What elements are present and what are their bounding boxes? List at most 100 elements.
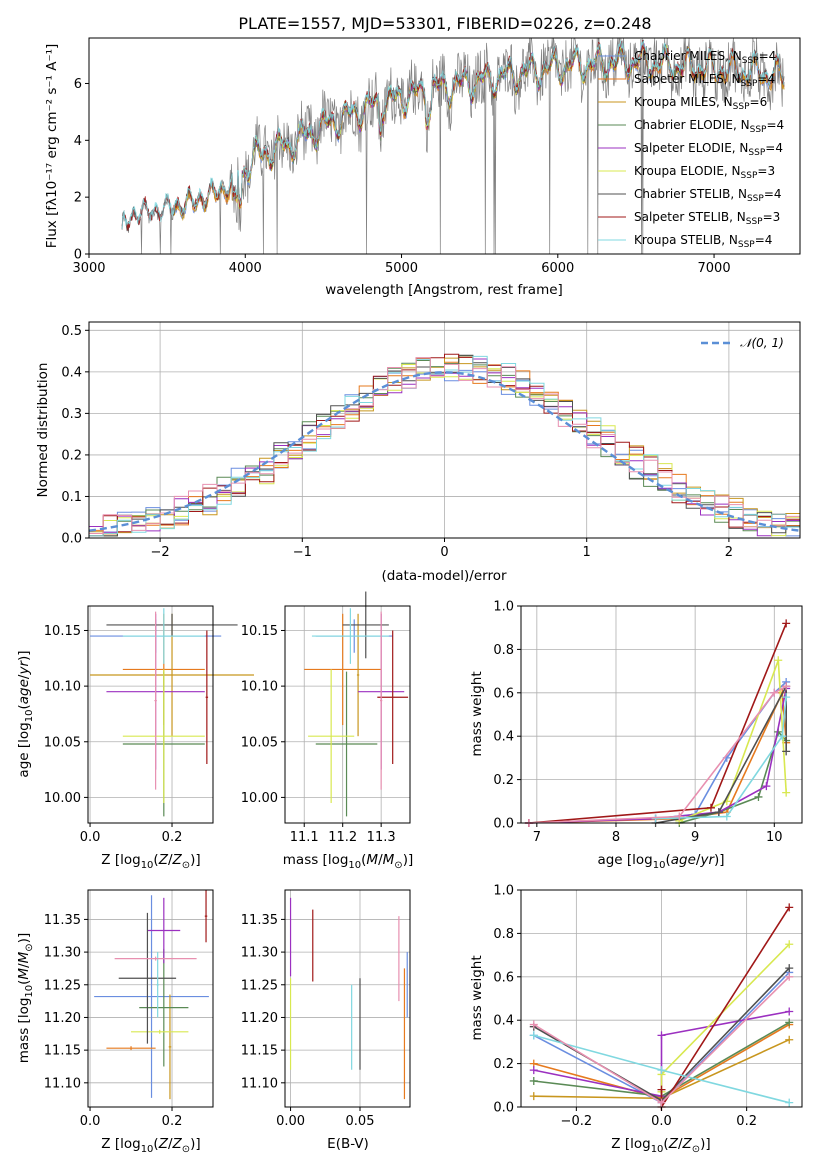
- y-tick-label: 2: [74, 191, 82, 206]
- y-tick-label: 10.00: [241, 791, 278, 806]
- spectrum-axes-frame: [88, 37, 801, 255]
- massweight-marker: [722, 812, 731, 821]
- massweight-marker: [785, 964, 794, 973]
- residuals-legend: 𝒩(0, 1): [701, 336, 784, 350]
- mass-vs-Z-ticks: 0.0 0.2 11.10 11.15 11.20 11.25 11.30 11.35: [44, 913, 183, 1129]
- legend-label: Chabrier STELIB, NSSP=4: [634, 187, 782, 204]
- y-tick-label: 11.15: [44, 1044, 81, 1059]
- massweight-marker: [782, 619, 791, 628]
- y-tick-label: 10.15: [44, 624, 81, 639]
- x-tick-label: 0.0: [651, 1114, 672, 1129]
- x-tick-label: 3000: [72, 261, 105, 276]
- massweight-vs-age-frame: [520, 605, 803, 824]
- x-tick-label: 5000: [385, 261, 418, 276]
- massweight-marker: [754, 792, 763, 801]
- legend-label: Chabrier ELODIE, NSSP=4: [634, 118, 784, 135]
- y-tick-label: 0.4: [61, 365, 82, 380]
- y-tick-label: 0.2: [493, 773, 514, 788]
- massweight-marker: [706, 803, 715, 812]
- x-tick-label: 0.2: [162, 1114, 183, 1129]
- residuals-ylabel: Normed distribution: [35, 363, 51, 498]
- x-tick-label: 6000: [541, 261, 574, 276]
- legend-label: Kroupa MILES, NSSP=6: [634, 95, 767, 112]
- y-tick-label: 0.2: [493, 1057, 514, 1072]
- spectrum-series: [121, 37, 785, 255]
- y-tick-label: 11.25: [241, 978, 278, 993]
- massweight-marker: [785, 903, 794, 912]
- y-tick-label: 10.10: [44, 680, 81, 695]
- y-tick-label: 0: [74, 248, 82, 263]
- massweight-series-line: [655, 697, 787, 820]
- y-tick-label: 10.15: [241, 624, 278, 639]
- massweight-marker: [529, 1066, 538, 1075]
- legend-gaussian-label: 𝒩(0, 1): [740, 336, 784, 350]
- legend-label: Salpeter STELIB, NSSP=3: [634, 210, 780, 227]
- mass-vs-ebv-xlabel: E(B-V): [327, 1136, 369, 1152]
- age-vs-Z-ylabel: age [log10(age/yr)]: [16, 650, 35, 777]
- x-tick-label: 0.2: [162, 830, 183, 845]
- y-tick-label: 0.2: [61, 448, 82, 463]
- massweight-marker: [651, 814, 660, 823]
- age-vs-mass-errorbars: [304, 591, 409, 817]
- x-tick-label: 11.1: [290, 830, 319, 845]
- massweight-vs-Z-series: [529, 903, 794, 1111]
- y-tick-label: 11.35: [241, 913, 278, 928]
- y-tick-label: 11.30: [44, 946, 81, 961]
- y-tick-label: 11.10: [44, 1076, 81, 1091]
- x-tick-label: 8: [612, 830, 620, 845]
- y-tick-label: 0.0: [61, 532, 82, 547]
- massweight-series-line: [528, 623, 787, 824]
- y-tick-label: 10.05: [241, 735, 278, 750]
- massweight-marker: [782, 682, 791, 691]
- massweight-series-line: [655, 685, 787, 824]
- massweight-marker: [529, 1020, 538, 1029]
- legend-label: Kroupa ELODIE, NSSP=3: [634, 164, 775, 181]
- legend-label: Salpeter MILES, NSSP=4: [634, 72, 775, 89]
- massweight-marker: [782, 788, 791, 797]
- residuals-ticks: −2 −1 0 1 2 0.0 0.1 0.2 0.3 0.4 0.5: [61, 324, 733, 560]
- massweight-series-line: [678, 660, 787, 822]
- y-tick-label: 0.6: [493, 970, 514, 985]
- massweight-marker: [657, 1085, 666, 1094]
- spectrum-title: PLATE=1557, MJD=53301, FIBERID=0226, z=0…: [238, 14, 651, 33]
- massweight-vs-age-xlabel: age [log10(age/yr)]: [597, 852, 724, 871]
- massweight-marker: [778, 732, 787, 741]
- massweight-vs-age-series: [524, 619, 791, 827]
- massweight-series-line: [533, 1010, 790, 1098]
- residual-histogram: [89, 357, 800, 534]
- massweight-marker: [657, 1031, 666, 1040]
- massweight-marker: [657, 1066, 666, 1075]
- spectrum-xlabel: wavelength [Angstrom, rest frame]: [325, 282, 563, 298]
- model-spectrum-line: [121, 40, 785, 231]
- massweight-vs-age-ticks: 7 8 9 10 0.0 0.2 0.4 0.6 0.8 1.0: [493, 600, 782, 846]
- massweight-marker: [785, 1018, 794, 1027]
- massweight-marker: [785, 940, 794, 949]
- y-tick-label: 11.35: [44, 913, 81, 928]
- age-vs-mass-plot-area: [285, 606, 410, 823]
- y-tick-label: 0.8: [493, 927, 514, 942]
- x-tick-label: 0.05: [346, 1114, 375, 1129]
- massweight-marker: [782, 693, 791, 702]
- massweight-series-line: [528, 688, 787, 824]
- x-tick-label: 7: [533, 830, 541, 845]
- x-tick-label: 7000: [698, 261, 731, 276]
- x-tick-label: 0.0: [80, 1114, 101, 1129]
- x-tick-label: 0: [440, 545, 448, 560]
- y-tick-label: 1.0: [493, 884, 514, 899]
- y-tick-label: 1.0: [493, 600, 514, 615]
- y-tick-label: 10.10: [241, 680, 278, 695]
- x-tick-label: 4000: [229, 261, 262, 276]
- mass-vs-Z-ylabel: mass [log10(M/M⊙)]: [16, 933, 35, 1063]
- age-vs-Z-ticks: 0.0 0.2 10.00 10.05 10.10 10.15: [44, 624, 183, 845]
- residual-histogram: [89, 357, 800, 537]
- y-tick-label: 11.30: [241, 946, 278, 961]
- massweight-series-line: [528, 685, 787, 824]
- massweight-marker: [782, 747, 791, 756]
- age-vs-Z-plot-area: [88, 606, 213, 823]
- mass-vs-Z-plot-area: [88, 890, 213, 1107]
- x-tick-label: 2: [725, 545, 733, 560]
- massweight-marker: [770, 688, 779, 697]
- x-tick-label: 0.2: [736, 1114, 757, 1129]
- x-tick-label: −2: [151, 545, 170, 560]
- massweight-marker: [785, 1035, 794, 1044]
